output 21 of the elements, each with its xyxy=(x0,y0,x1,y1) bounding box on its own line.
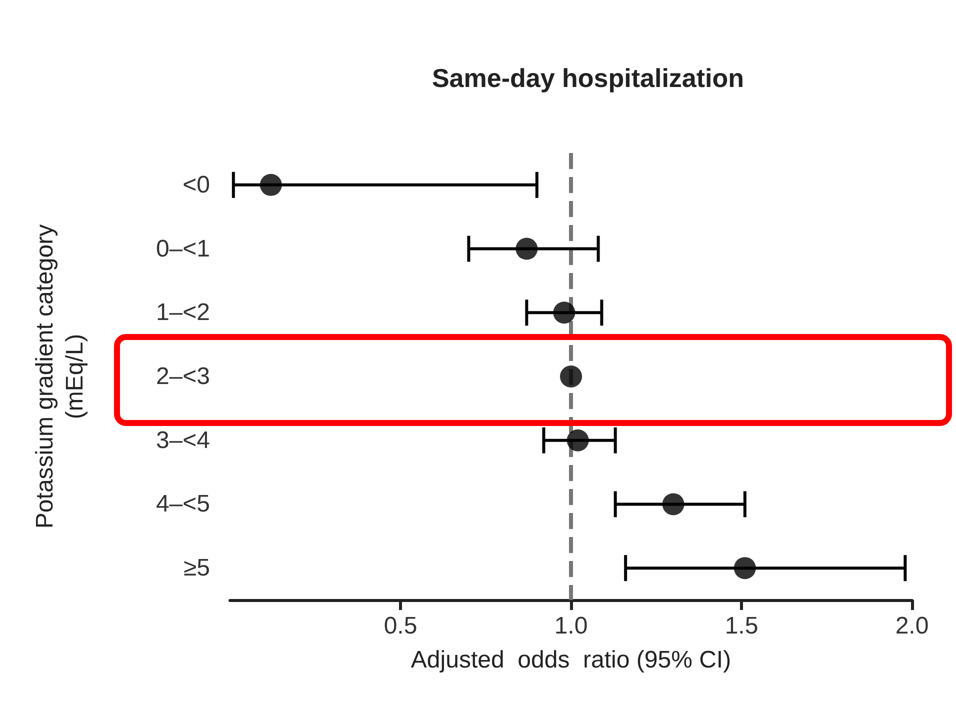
y-tick-label: 4–<5 xyxy=(156,490,210,518)
x-tick-label: 0.5 xyxy=(384,612,418,640)
y-tick-label: <0 xyxy=(182,171,210,198)
y-tick-label: 2–<3 xyxy=(156,363,210,390)
y-tick-label: 0–<1 xyxy=(156,235,210,262)
point xyxy=(560,366,582,388)
point xyxy=(734,557,756,580)
x-axis-title: Adjusted odds ratio (95% CI) xyxy=(410,646,732,674)
x-tick-label: 1.5 xyxy=(724,612,758,640)
y-tick-label: 3–<4 xyxy=(156,426,210,454)
point xyxy=(553,302,576,324)
y-tick-label: ≥5 xyxy=(183,554,210,582)
y-tick-label: 1–<2 xyxy=(156,299,210,326)
point xyxy=(662,493,684,516)
chart-title: Same-day hospitalization xyxy=(432,63,744,93)
point xyxy=(566,429,589,452)
point xyxy=(260,174,282,196)
x-tick-label: 1.0 xyxy=(554,612,588,640)
point xyxy=(516,238,538,260)
y-axis-title: Potassium gradient category (mEq/L) xyxy=(32,224,88,529)
x-tick-label: 2.0 xyxy=(895,612,929,640)
